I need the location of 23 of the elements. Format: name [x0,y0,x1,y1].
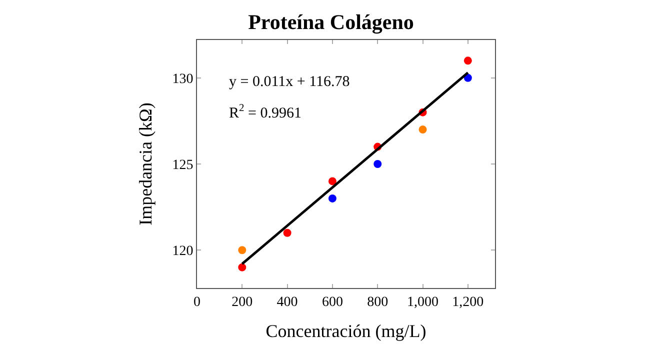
y-tick-label: 125 [172,158,194,173]
point [328,177,336,186]
y-tick-label: 130 [172,72,194,87]
point [328,194,336,202]
annotation: R$^{2}$ = 0.9961 [229,103,302,122]
point [418,126,427,134]
point [374,160,382,168]
annotation: y = 0.011x + 116.78 [229,74,350,90]
x-tick-label: 600 [322,294,343,310]
x-axis-title: Concentración (mg/L) [266,320,426,341]
point [238,263,246,272]
point [283,228,292,237]
x-tick-label: 0 [194,294,200,310]
chart-title: Proteína Colágeno [248,10,414,34]
x-tick-label: 200 [232,294,253,310]
point [238,246,246,254]
x-tick-label: 1,200 [452,294,484,310]
y-tick-label: 120 [172,244,194,260]
x-tick-label: 400 [276,294,298,310]
x-tick-label: 800 [367,294,388,310]
y-axis-title: Impedancia (kΩ) [135,102,156,226]
x-tick-label: 1,000 [407,294,439,310]
point [464,56,472,65]
